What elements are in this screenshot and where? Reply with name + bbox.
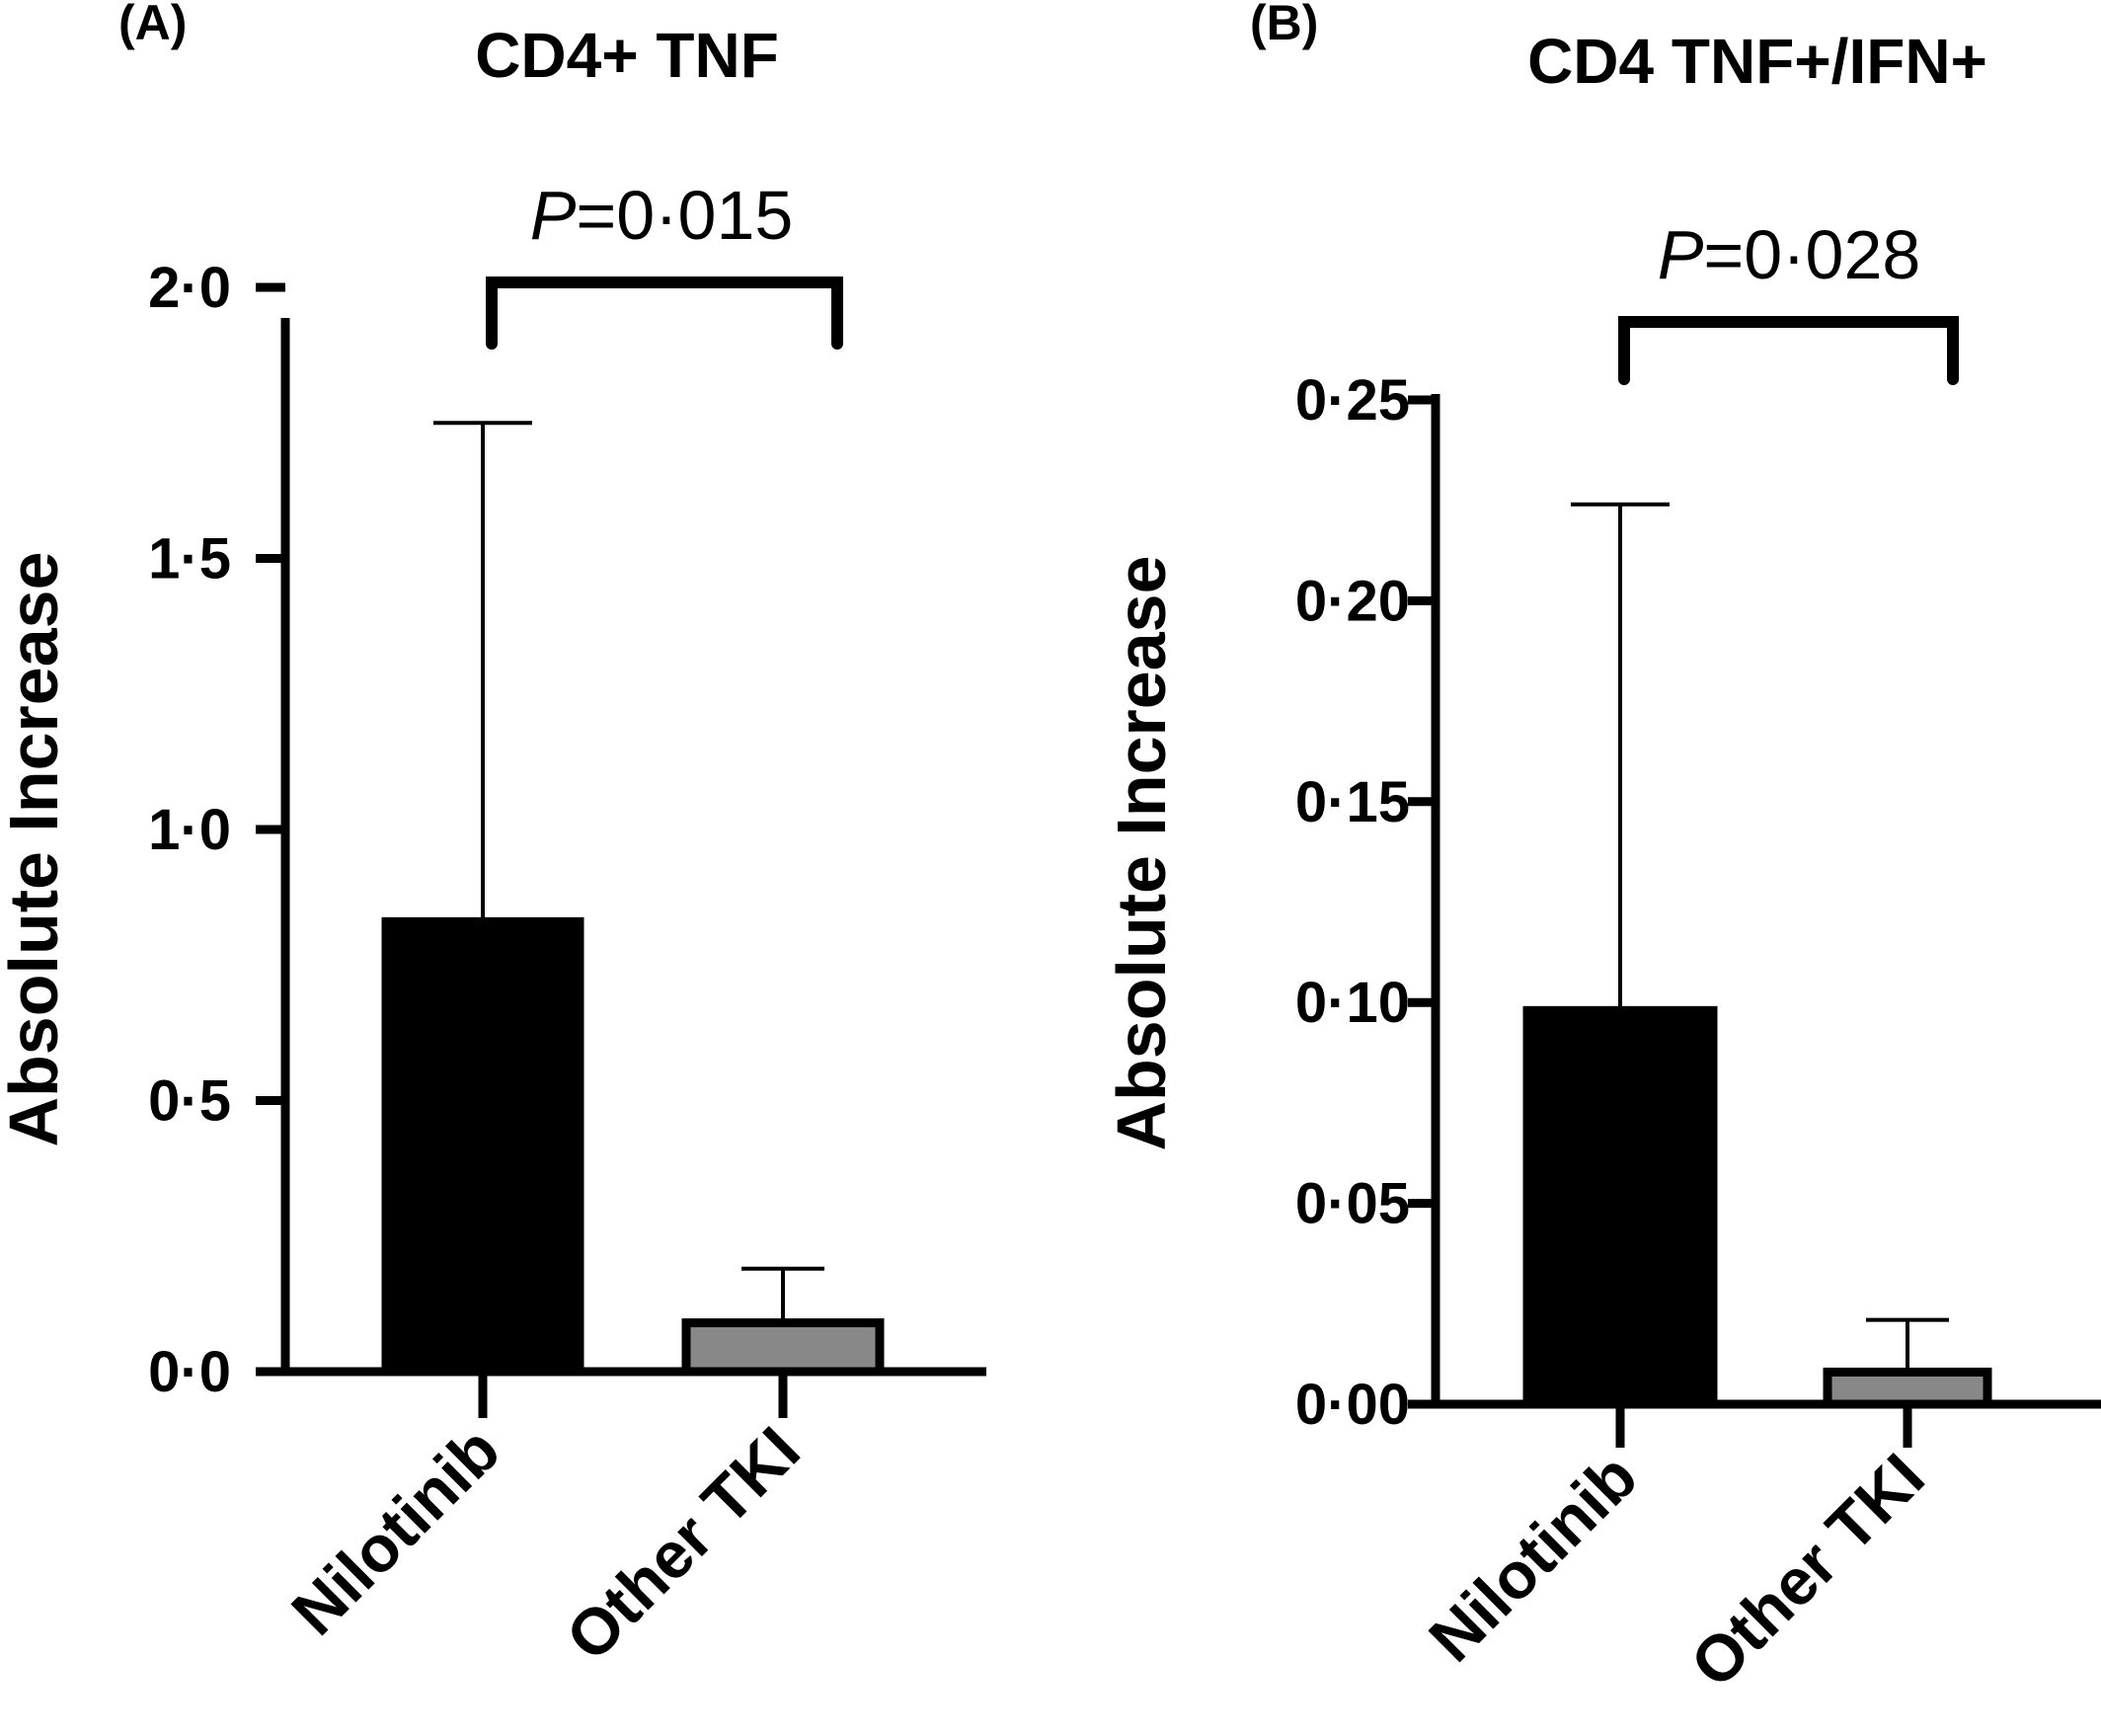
panel-a-category-label-nilotinib: Nilotinib xyxy=(277,1413,513,1649)
panel-b-significance-bracket xyxy=(1618,316,1959,385)
panel-b: (B) CD4 TNF+/IFN+ Absolute Increase P=0·… xyxy=(1103,0,2101,1701)
panel-a-y-tick-label: 0·5 xyxy=(148,1069,231,1134)
panel-b-tag: (B) xyxy=(1250,0,1318,50)
panel-a-tag: (A) xyxy=(118,0,187,50)
panel-b-y-tick-label: 0·20 xyxy=(1295,569,1410,633)
panel-a: (A) CD4+ TNF Absolute Increase P=0·015 0… xyxy=(0,0,986,1675)
panel-a-y-ticks: 0·0 0·5 1·0 1·5 2·0 xyxy=(148,256,285,1404)
panel-b-category-label-other-tki: Other TKI xyxy=(1676,1440,1938,1701)
panel-a-y-tick-label: 1·5 xyxy=(148,527,231,592)
panel-a-y-tick-label: 1·0 xyxy=(148,798,231,862)
panel-b-y-ticks: 0·00 0·05 0·10 0·15 0·20 0·25 xyxy=(1295,368,1436,1437)
panel-b-category-label-nilotinib: Nilotinib xyxy=(1415,1440,1651,1676)
panel-a-y-tick-label: 2·0 xyxy=(148,256,231,320)
panel-b-p-value: P=0·028 xyxy=(1658,216,1921,293)
panel-a-category-other-tki: Other TKI xyxy=(552,1372,814,1675)
panel-a-significance-bracket xyxy=(486,276,843,350)
panel-a-title: CD4+ TNF xyxy=(475,20,779,91)
panel-b-bar-other-tki xyxy=(1823,1367,1992,1409)
panel-b-error-bars xyxy=(1571,502,1949,1373)
panel-a-bars xyxy=(381,916,885,1377)
panel-b-bar-nilotinib xyxy=(1522,1005,1718,1409)
panel-b-y-tick-label: 0·15 xyxy=(1295,770,1410,834)
panel-a-bar-other-tki xyxy=(681,1318,885,1377)
panel-b-y-tick-label: 0·25 xyxy=(1295,368,1410,433)
panel-b-category-nilotinib: Nilotinib xyxy=(1415,1404,1651,1676)
panel-b-y-axis-title: Absolute Increase xyxy=(1103,556,1180,1151)
panel-a-y-tick-label: 0·0 xyxy=(148,1340,231,1404)
panel-b-category-other-tki: Other TKI xyxy=(1676,1404,1938,1701)
panel-a-error-bars xyxy=(433,421,824,1323)
panel-a-p-value: P=0·015 xyxy=(530,177,794,254)
panel-b-y-tick-label: 0·05 xyxy=(1295,1172,1410,1236)
panel-a-bar-nilotinib xyxy=(381,916,584,1377)
panel-a-y-axis-title: Absolute Increase xyxy=(0,552,72,1147)
panel-b-y-tick-label: 0·00 xyxy=(1295,1373,1410,1437)
panel-b-bars xyxy=(1522,1005,1992,1409)
panel-b-title: CD4 TNF+/IFN+ xyxy=(1527,26,1987,97)
panel-b-y-tick-label: 0·10 xyxy=(1295,971,1410,1035)
panel-a-category-label-other-tki: Other TKI xyxy=(552,1413,814,1675)
panel-a-category-nilotinib: Nilotinib xyxy=(277,1372,513,1649)
